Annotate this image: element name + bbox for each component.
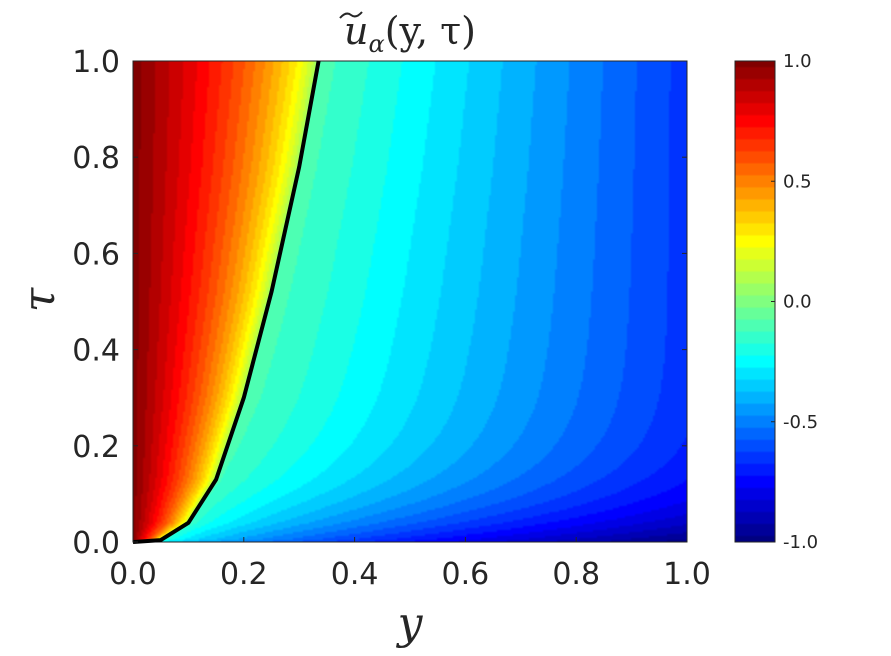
x-tick-label: 0.8 (552, 557, 600, 592)
colorbar-tick-label: -1.0 (783, 532, 818, 553)
heatmap-image (133, 61, 687, 542)
y-tick-label: 0.6 (72, 237, 120, 272)
colorbar-image (735, 61, 775, 542)
y-tick-label: 0.2 (72, 430, 120, 465)
title-tilde-mark (339, 11, 363, 19)
x-tick-label: 1.0 (663, 557, 711, 592)
y-axis: 0.0 0.2 0.4 0.6 0.8 1.0 (72, 45, 687, 561)
y-tick-label: 0.4 (72, 334, 120, 369)
zero-contour-layer (132, 60, 321, 544)
colorbar-tick-label: 0.5 (783, 171, 812, 192)
x-tick-label: 0.2 (220, 557, 268, 592)
x-axis-label: y (396, 598, 424, 649)
y-tick-label: 0.0 (72, 526, 120, 561)
chart-title: uα(y, τ) (344, 9, 476, 58)
colorbar-ticks: 1.0 0.5 0.0 -0.5 -1.0 (771, 51, 818, 553)
colorbar: 1.0 0.5 0.0 -0.5 -1.0 (734, 51, 818, 553)
x-tick-label: 0.0 (109, 557, 157, 592)
plot-area (132, 60, 688, 543)
y-axis-label: τ (14, 287, 65, 312)
x-tick-label: 0.4 (331, 557, 379, 592)
x-tick-label: 0.6 (442, 557, 490, 592)
y-tick-label: 1.0 (72, 45, 120, 80)
x-axis: 0.0 0.2 0.4 0.6 0.8 1.0 (109, 537, 711, 592)
colorbar-tick-label: 1.0 (783, 51, 812, 72)
colorbar-tick-label: 0.0 (783, 292, 812, 313)
y-tick-label: 0.8 (72, 141, 120, 176)
colorbar-tick-label: -0.5 (783, 412, 818, 433)
plot-frame (132, 60, 688, 543)
zero-contour-line (132, 60, 321, 544)
